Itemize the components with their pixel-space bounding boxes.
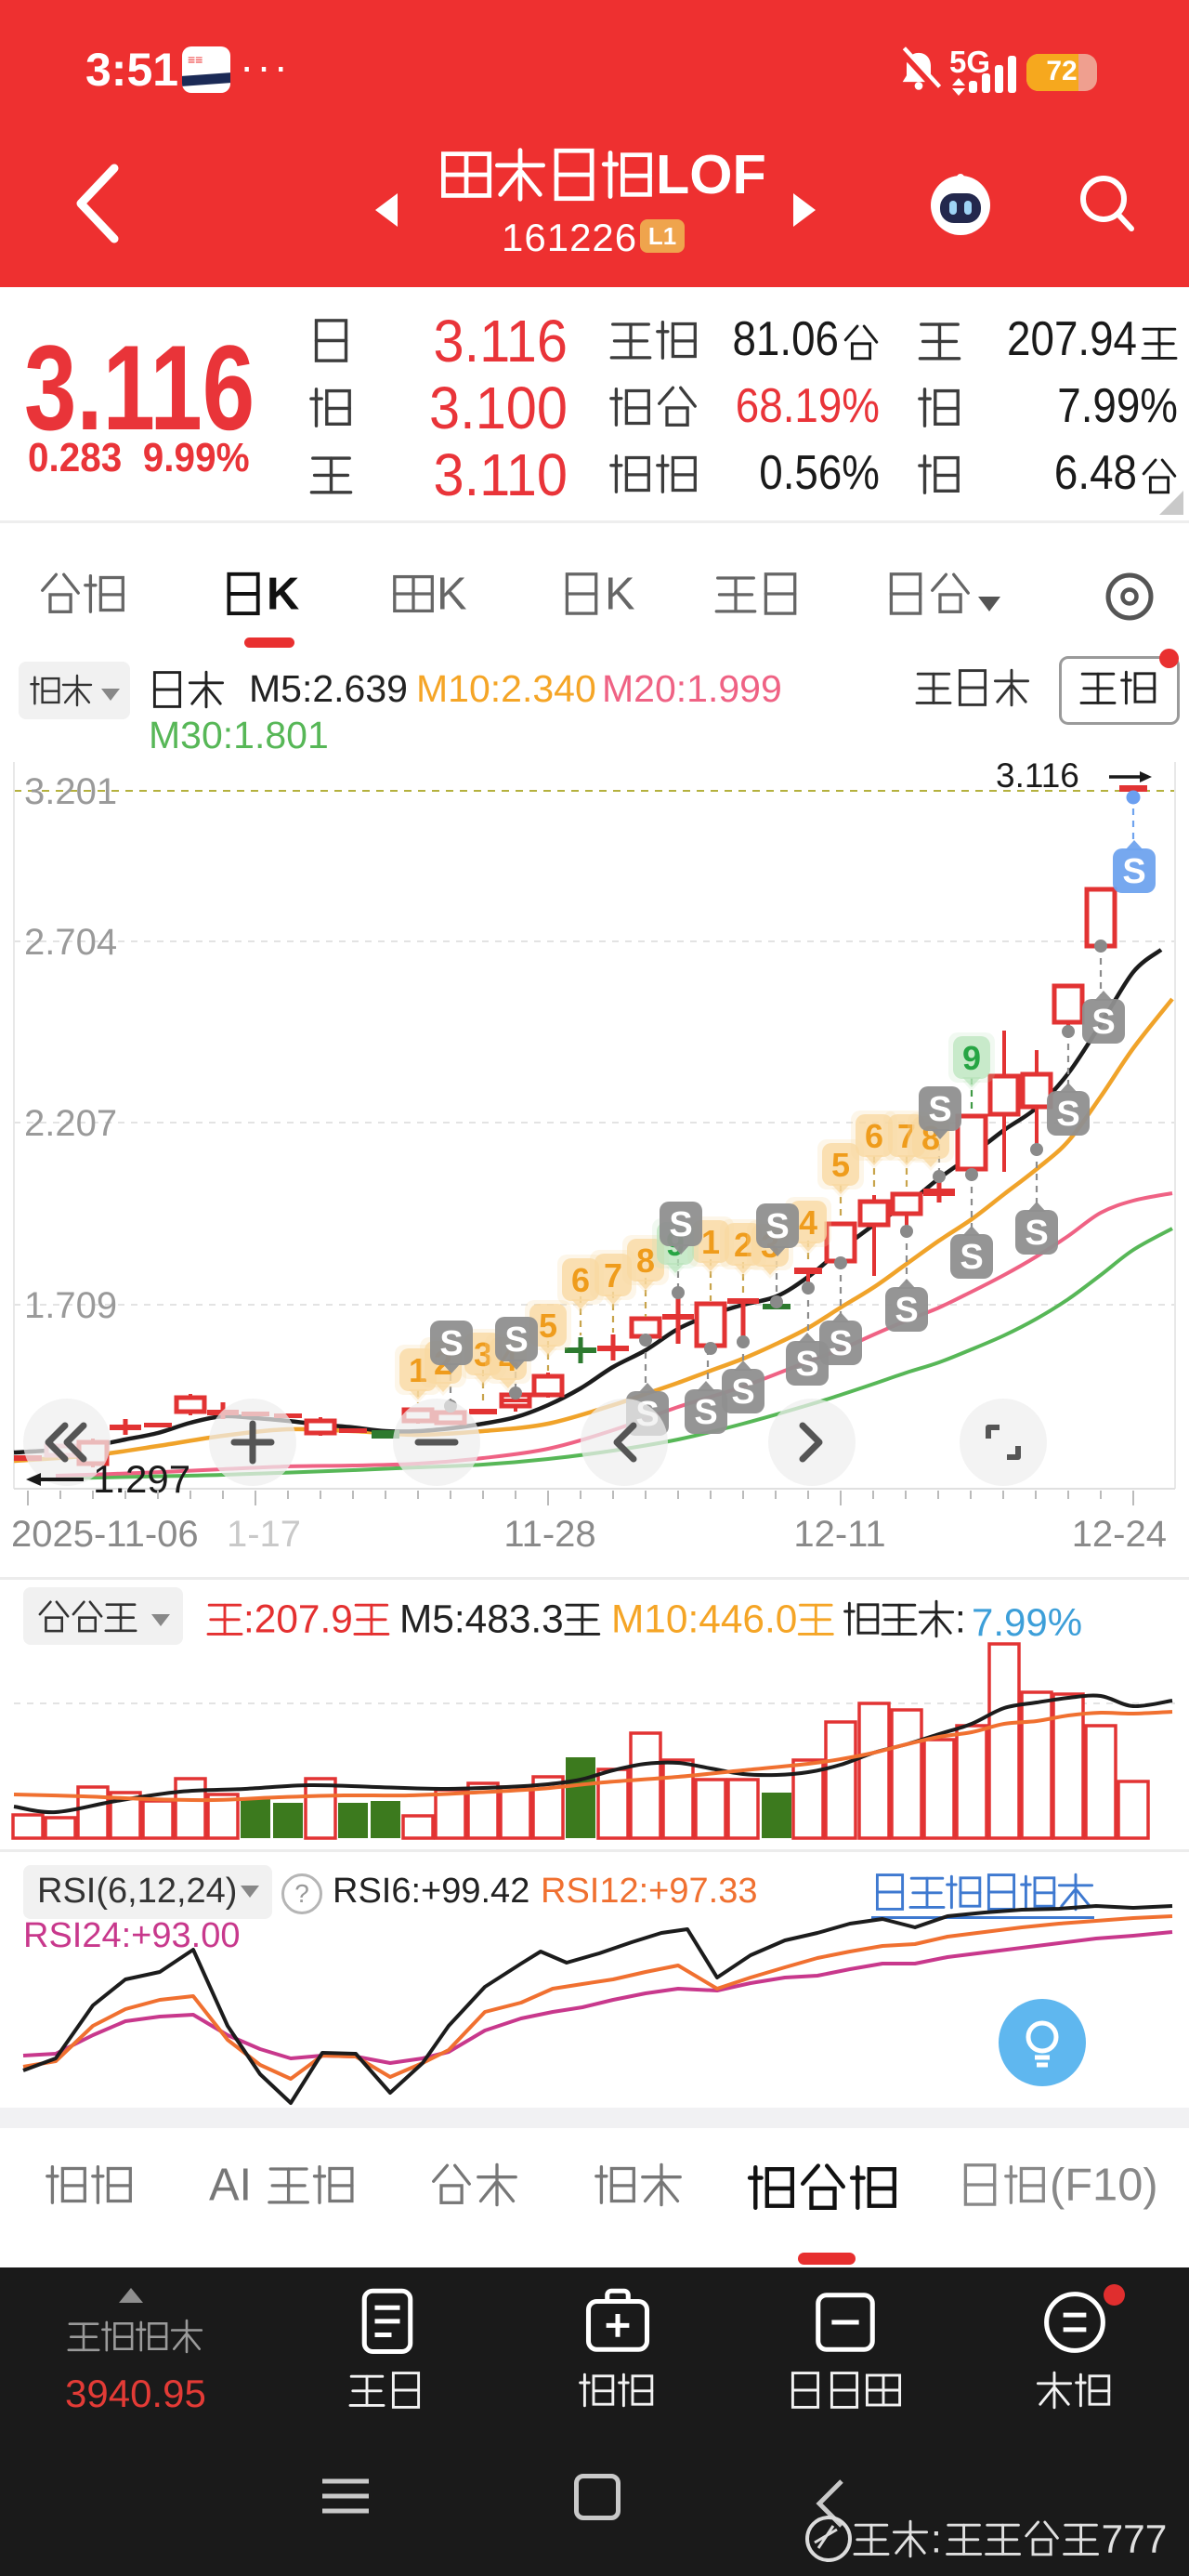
svg-text:11-28: 11-28 <box>503 1514 595 1555</box>
svg-text:S: S <box>765 1207 789 1246</box>
svg-text:3: 3 <box>474 1335 492 1373</box>
svg-text:S: S <box>1091 1003 1115 1042</box>
svg-text:S: S <box>439 1324 463 1363</box>
svg-text:LOF: LOF <box>656 143 766 205</box>
svg-text:2.207: 2.207 <box>24 1103 117 1144</box>
svg-text:1.709: 1.709 <box>24 1285 117 1326</box>
svg-text:9: 9 <box>962 1039 981 1077</box>
svg-text:S: S <box>1025 1214 1048 1253</box>
svg-text:2.704: 2.704 <box>24 922 117 963</box>
svg-text:M10:446.0: M10:446.0 <box>611 1597 797 1640</box>
svg-text:S: S <box>669 1205 692 1244</box>
svg-text:K: K <box>605 570 635 620</box>
svg-text::: : <box>955 1597 966 1640</box>
svg-text:S: S <box>1122 852 1145 891</box>
svg-text:1: 1 <box>409 1351 427 1389</box>
svg-text:777: 777 <box>1102 2517 1168 2560</box>
svg-text:1-17: 1-17 <box>227 1514 301 1555</box>
svg-text:7: 7 <box>897 1117 916 1155</box>
svg-text:12-11: 12-11 <box>793 1514 885 1555</box>
svg-text:2: 2 <box>734 1226 752 1264</box>
svg-text:S: S <box>928 1090 951 1129</box>
svg-text:4: 4 <box>799 1203 817 1242</box>
svg-text:2025-11-06: 2025-11-06 <box>11 1514 199 1555</box>
svg-text:S: S <box>504 1321 528 1360</box>
svg-text:5: 5 <box>539 1307 557 1345</box>
svg-text:S: S <box>795 1345 818 1384</box>
svg-text:1.297: 1.297 <box>93 1457 190 1501</box>
svg-text:3.116: 3.116 <box>996 762 1079 795</box>
svg-text:S: S <box>731 1373 754 1412</box>
svg-text::: : <box>931 2517 942 2560</box>
svg-text:S: S <box>829 1324 852 1363</box>
svg-text:S: S <box>895 1291 918 1330</box>
svg-text:K: K <box>267 570 299 620</box>
svg-text:3.201: 3.201 <box>24 771 117 812</box>
svg-text:S: S <box>1056 1095 1079 1134</box>
svg-text:5: 5 <box>831 1146 850 1184</box>
svg-text:S: S <box>694 1393 717 1432</box>
svg-text:6: 6 <box>865 1117 883 1155</box>
svg-text:K: K <box>437 570 467 620</box>
svg-text:12-24: 12-24 <box>1072 1514 1167 1555</box>
svg-text::207.9: :207.9 <box>243 1597 353 1640</box>
svg-text:M5:483.3: M5:483.3 <box>399 1597 564 1640</box>
svg-text:AI: AI <box>209 2161 252 2211</box>
svg-text:(F10): (F10) <box>1050 2161 1158 2211</box>
svg-text:8: 8 <box>636 1242 655 1280</box>
svg-text:1: 1 <box>701 1223 720 1261</box>
svg-text:7: 7 <box>604 1256 622 1295</box>
svg-text:S: S <box>960 1238 983 1277</box>
svg-text:6: 6 <box>571 1261 590 1299</box>
